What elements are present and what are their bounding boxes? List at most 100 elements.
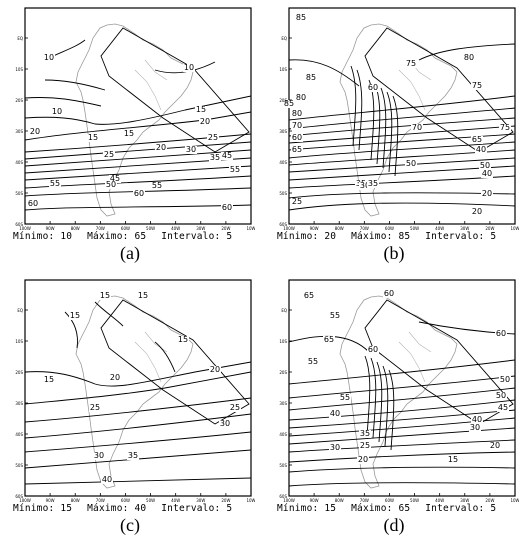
contour-label-bg xyxy=(357,456,369,464)
contour-label: 30 xyxy=(330,443,340,452)
contour-label-bg xyxy=(137,292,149,300)
contour-label-bg xyxy=(367,180,379,188)
contour-label: 20 xyxy=(472,207,482,216)
contour-line xyxy=(288,409,516,429)
contour-line xyxy=(24,431,252,453)
contour-label: 40 xyxy=(102,475,112,484)
lon-tick-label: 60W xyxy=(121,226,130,230)
map-d: 65 60 60 55 65 60 55 50 50 55 45 40 40 35 30 25 30 20 15 20… xyxy=(279,279,519,502)
contour-line xyxy=(288,202,516,211)
contour-line xyxy=(288,95,516,121)
contour-line xyxy=(288,107,516,130)
contour-label-bg xyxy=(295,94,307,102)
contour-label: 20 xyxy=(210,365,220,374)
lon-tick-label: 100W xyxy=(283,498,295,502)
contour-line xyxy=(288,133,516,151)
contour-label: 15 xyxy=(44,375,54,384)
lat-tick-label: EQ xyxy=(17,36,23,41)
contour-line xyxy=(382,365,389,447)
contour-label: 15 xyxy=(88,133,98,142)
contour-label-bg xyxy=(405,60,417,68)
lat-tick-label: 30S xyxy=(279,129,287,134)
contour-label-bg xyxy=(305,74,317,82)
contour-label-bg xyxy=(475,146,487,154)
contour-label-bg xyxy=(499,124,511,132)
contour-label: 65 xyxy=(304,291,314,300)
contour-label-bg xyxy=(495,392,507,400)
contour-label: 60 xyxy=(134,189,144,198)
contour-label: 60 xyxy=(28,199,38,208)
contour-label: 75 xyxy=(406,59,416,68)
contour-label: 15 xyxy=(448,455,458,464)
lon-tick-label: 50W xyxy=(410,498,419,502)
lon-tick-label: 40W xyxy=(171,498,180,502)
contour-label: 20 xyxy=(30,127,40,136)
contour-line xyxy=(288,482,516,487)
contour-line xyxy=(24,133,252,153)
contour-label-bg xyxy=(469,424,481,432)
lat-tick-label: EQ xyxy=(281,36,287,41)
contour-label: 20 xyxy=(156,143,166,152)
contour-label-bg xyxy=(359,430,371,438)
contour-label: 85 xyxy=(284,99,294,108)
contour-line xyxy=(418,43,516,61)
contour-label-bg xyxy=(195,106,207,114)
stats-a: Mínimo: 10 Máximo: 65 Intervalo: 5 xyxy=(13,231,255,242)
contour-label: 50 xyxy=(480,161,490,170)
contour-label-bg xyxy=(93,452,105,460)
contour-label-bg xyxy=(471,136,483,144)
contour-line xyxy=(370,357,377,439)
lat-tick-label: 10S xyxy=(15,67,23,72)
contour-label-bg xyxy=(283,100,295,108)
contour-label: 15 xyxy=(138,291,148,300)
contour-label-bg xyxy=(229,404,241,412)
contour-label: 40 xyxy=(472,415,482,424)
contour-label: 60 xyxy=(496,329,506,338)
lat-tick-label: 10S xyxy=(15,339,23,344)
contour-label-bg xyxy=(291,134,303,142)
panel-c: 15 15 15 15 15 20 20 25 25 30 30 35 40 EQ 10S 20S 30S 40S… xyxy=(5,272,255,537)
stat-min: Mínimo: 15 xyxy=(277,503,337,514)
contour-label: 40 xyxy=(476,145,486,154)
contour-label: 65 xyxy=(472,135,482,144)
contour-label: 25 xyxy=(360,441,370,450)
contour-label-bg xyxy=(291,198,303,206)
contour-line xyxy=(24,165,252,181)
contour-label-bg xyxy=(127,452,139,460)
contour-label-bg xyxy=(495,330,507,338)
contour-line xyxy=(288,157,516,173)
contour-line xyxy=(288,451,516,463)
contour-label-bg xyxy=(69,312,81,320)
contour-line xyxy=(388,369,395,451)
contour-label: 20 xyxy=(482,189,492,198)
contour-label: 30 xyxy=(220,419,230,428)
contour-label-bg xyxy=(27,200,39,208)
contour-label: 75 xyxy=(472,81,482,90)
contour-label-bg xyxy=(479,162,491,170)
contour-label: 55 xyxy=(230,165,240,174)
contour-label-bg xyxy=(329,444,341,452)
contour-label: 15 xyxy=(100,291,110,300)
contour-label: 55 xyxy=(330,311,340,320)
stat-interval: Intervalo: 5 xyxy=(425,503,497,514)
contour-label: 50 xyxy=(406,159,416,168)
contour-label: 25 xyxy=(90,403,100,412)
contour-label: 20 xyxy=(200,117,210,126)
contour-label: 15 xyxy=(124,129,134,138)
lon-tick-label: 50W xyxy=(146,498,155,502)
contour-label-bg xyxy=(105,181,117,189)
lat-tick-label: 60S xyxy=(15,494,23,499)
contour-label: 50 xyxy=(500,375,510,384)
contour-label-bg xyxy=(109,175,121,183)
contour-label-bg xyxy=(109,374,121,382)
contour-label-bg xyxy=(155,144,167,152)
study-area-box xyxy=(100,27,250,153)
rivers xyxy=(398,331,432,383)
contour-label-bg xyxy=(307,358,319,366)
stat-min: Mínimo: 20 xyxy=(277,231,337,242)
contour-label-bg xyxy=(291,110,303,118)
lon-tick-label: 80W xyxy=(335,498,344,502)
contour-label: 30 xyxy=(470,423,480,432)
contour-label: 25 xyxy=(104,150,114,159)
